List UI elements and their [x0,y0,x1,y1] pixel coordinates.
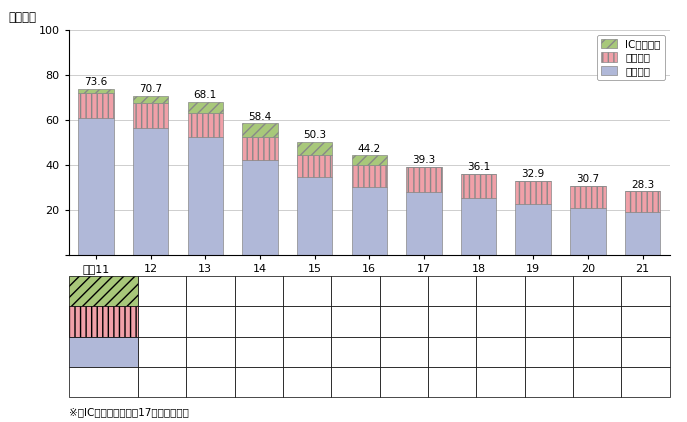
Bar [243,137,278,160]
Text: 281,405: 281,405 [433,347,471,356]
Bar [515,204,551,255]
Text: 44.2: 44.2 [358,144,381,154]
Bar [133,96,168,103]
Bar [297,154,333,177]
Bar [570,208,606,255]
Text: 96,271: 96,271 [582,317,613,326]
Text: 51,051: 51,051 [243,287,275,296]
Text: デジタル: デジタル [91,316,116,327]
Text: 329,301: 329,301 [530,377,567,386]
Text: 524,069: 524,069 [240,347,278,356]
Bar [515,181,551,204]
Bar [133,103,168,128]
Bar [406,167,442,192]
Text: 98,716: 98,716 [339,317,371,326]
Text: 100,993: 100,993 [530,317,567,326]
Bar [243,160,278,255]
Text: 301,053: 301,053 [385,347,423,356]
Bar [461,198,496,255]
Text: 73.6: 73.6 [85,77,108,87]
Text: 39.3: 39.3 [412,155,436,165]
Text: 111,385: 111,385 [144,317,181,326]
Text: 合計: 合計 [97,377,109,387]
Text: アナログ: アナログ [91,346,116,357]
Text: 107,752: 107,752 [482,317,519,326]
Text: 606,085: 606,085 [144,347,181,356]
Text: 210,916: 210,916 [578,347,616,356]
Text: 503,135: 503,135 [337,377,374,386]
Text: 680,635: 680,635 [240,377,278,386]
Text: 101,010: 101,010 [289,317,326,326]
Text: 28.3: 28.3 [631,180,654,189]
Text: 92,221: 92,221 [630,317,661,326]
Text: 111,661: 111,661 [433,317,471,326]
Text: 442,302: 442,302 [385,377,423,386]
Text: 68.1: 68.1 [194,90,217,100]
Bar [188,102,223,113]
Text: 44,273: 44,273 [388,287,419,296]
Bar [133,128,168,255]
Text: 0: 0 [643,287,649,296]
Text: 228,308: 228,308 [530,347,567,356]
Text: ICカード型: ICカード型 [86,287,121,296]
Text: 105,515: 105,515 [240,317,278,326]
Text: 0: 0 [497,287,504,296]
Text: 0: 0 [449,287,455,296]
Text: 393,066: 393,066 [433,377,471,386]
Bar [352,155,387,165]
Text: 34,192: 34,192 [194,287,226,296]
Text: 109,398: 109,398 [192,317,229,326]
Text: ※　ICカード型は平成17年度末で終了: ※ ICカード型は平成17年度末で終了 [69,407,188,417]
Text: 57,157: 57,157 [339,287,371,296]
Bar [624,212,660,255]
Text: 190,940: 190,940 [627,347,664,356]
Legend: ICカード型, デジタル, アナログ: ICカード型, デジタル, アナログ [597,35,664,80]
Bar [406,192,442,255]
Text: 735,812: 735,812 [144,377,181,386]
Text: 58.4: 58.4 [248,112,271,122]
Bar [188,137,223,255]
Text: 283,161: 283,161 [627,377,664,386]
Text: 360,819: 360,819 [482,377,519,386]
Bar [297,142,333,154]
Text: 32.9: 32.9 [521,169,545,179]
Text: 253,067: 253,067 [482,347,519,356]
Text: 18,342: 18,342 [146,287,178,296]
Text: 347,262: 347,262 [337,347,374,356]
Text: 70.7: 70.7 [139,84,162,94]
Text: 50.3: 50.3 [303,130,326,140]
Text: 584,162: 584,162 [289,377,326,386]
Text: 423,301: 423,301 [289,347,326,356]
Text: 30.7: 30.7 [576,174,600,184]
Bar [243,123,278,137]
Text: 36.1: 36.1 [467,162,491,172]
Bar [461,174,496,198]
Text: （年度末）: （年度末） [637,287,670,297]
Text: 0: 0 [594,287,600,296]
Bar [78,119,114,255]
Bar [297,177,333,255]
Text: 96,976: 96,976 [388,317,420,326]
Text: 0: 0 [546,287,552,296]
Bar [78,89,114,93]
Text: 707,233: 707,233 [192,377,229,386]
Text: （万台）: （万台） [9,11,36,24]
Bar [570,186,606,208]
Bar [624,192,660,212]
Text: 563,643: 563,643 [192,347,229,356]
Text: 307,187: 307,187 [578,377,616,386]
Bar [352,187,387,255]
Bar [78,93,114,119]
Bar [188,113,223,137]
Bar [352,165,387,187]
Text: 59,851: 59,851 [291,287,323,296]
